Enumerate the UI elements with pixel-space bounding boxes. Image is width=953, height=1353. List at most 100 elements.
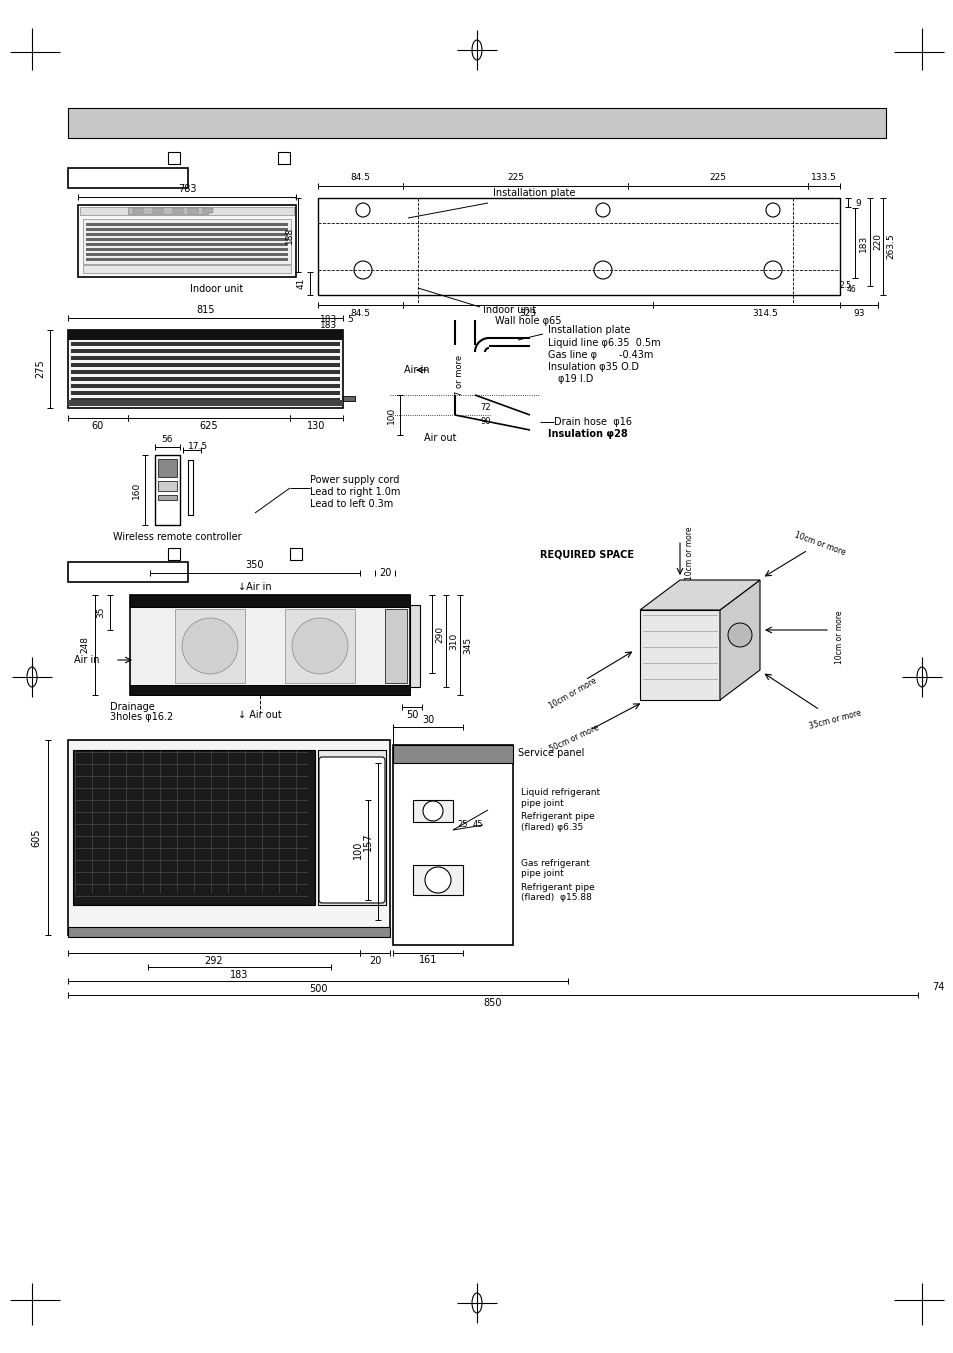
Bar — [152, 208, 163, 212]
Text: 9: 9 — [854, 199, 860, 207]
Text: (flared) φ6.35: (flared) φ6.35 — [520, 824, 582, 832]
Text: 275: 275 — [35, 360, 45, 379]
Text: φ19 I.D: φ19 I.D — [558, 373, 593, 384]
Bar — [73, 750, 314, 905]
Text: 41: 41 — [296, 277, 305, 290]
Bar — [174, 609, 245, 683]
Bar — [68, 561, 188, 582]
Text: Wall hole φ65: Wall hole φ65 — [495, 317, 560, 326]
Bar — [168, 548, 180, 560]
Text: Drainage: Drainage — [110, 702, 154, 712]
Circle shape — [763, 261, 781, 279]
Text: Installation plate: Installation plate — [547, 325, 630, 336]
Text: 345: 345 — [463, 636, 472, 653]
Text: 100: 100 — [386, 406, 395, 423]
Text: ↓ Air out: ↓ Air out — [238, 710, 281, 720]
Text: 93: 93 — [852, 308, 863, 318]
Bar — [317, 198, 840, 295]
Bar — [71, 369, 339, 373]
Bar — [71, 391, 339, 395]
Text: 100: 100 — [353, 840, 363, 859]
Bar — [71, 377, 339, 382]
Bar — [71, 349, 339, 353]
Text: Indoor unit: Indoor unit — [482, 304, 536, 315]
Bar — [83, 265, 291, 273]
Text: Insulation φ35 O.D: Insulation φ35 O.D — [547, 363, 639, 372]
Text: 90: 90 — [480, 418, 491, 426]
Text: 84.5: 84.5 — [350, 308, 370, 318]
Bar — [68, 168, 188, 188]
Bar — [68, 108, 885, 138]
Bar — [413, 800, 453, 823]
Text: 35cm or more: 35cm or more — [807, 709, 862, 731]
Text: 45: 45 — [473, 820, 483, 829]
Text: 225: 225 — [506, 173, 523, 183]
Text: pipe joint: pipe joint — [520, 870, 563, 878]
Text: 310: 310 — [449, 632, 458, 649]
Text: 605: 605 — [30, 828, 41, 847]
Polygon shape — [639, 580, 760, 610]
Bar — [130, 595, 410, 607]
Text: 74: 74 — [931, 982, 943, 992]
Text: Liquid refrigerant: Liquid refrigerant — [520, 789, 599, 797]
Text: 20: 20 — [369, 957, 381, 966]
Text: 500: 500 — [309, 984, 327, 994]
Bar — [86, 229, 288, 231]
Polygon shape — [720, 580, 760, 700]
Bar — [154, 455, 180, 525]
Bar — [83, 219, 291, 264]
Text: 10cm or more: 10cm or more — [547, 675, 598, 710]
Text: 314.5: 314.5 — [752, 308, 778, 318]
Text: Insulation φ28: Insulation φ28 — [547, 429, 627, 438]
Text: Power supply cord: Power supply cord — [310, 475, 399, 484]
Circle shape — [596, 203, 609, 216]
Text: 183: 183 — [319, 321, 337, 330]
Circle shape — [292, 618, 348, 674]
Bar — [385, 609, 407, 683]
Text: Gas refrigerant: Gas refrigerant — [520, 859, 589, 867]
Circle shape — [727, 622, 751, 647]
Bar — [285, 609, 355, 683]
Text: 5: 5 — [347, 314, 353, 323]
Text: Indoor unit: Indoor unit — [191, 284, 243, 294]
Text: 292: 292 — [205, 957, 223, 966]
Text: 35: 35 — [96, 606, 106, 618]
Text: 56: 56 — [162, 436, 173, 445]
Bar — [68, 740, 390, 935]
Text: 10cm or more: 10cm or more — [793, 530, 846, 557]
Bar — [68, 400, 343, 406]
Bar — [86, 258, 288, 261]
Text: 160: 160 — [132, 482, 140, 499]
Text: 72: 72 — [480, 403, 491, 413]
Bar — [158, 482, 177, 491]
Text: 183: 183 — [230, 970, 249, 980]
Bar — [68, 330, 343, 409]
Text: 263.5: 263.5 — [885, 234, 895, 260]
Text: REQUIRED SPACE: REQUIRED SPACE — [539, 551, 634, 560]
Bar — [78, 206, 295, 277]
Text: 220: 220 — [873, 234, 882, 250]
Bar — [343, 396, 355, 400]
Bar — [68, 330, 343, 340]
Text: (flared)  φ15.88: (flared) φ15.88 — [520, 893, 591, 902]
Bar — [71, 384, 339, 388]
Text: 290: 290 — [435, 625, 444, 643]
Bar — [413, 865, 462, 894]
Text: 188: 188 — [284, 226, 294, 244]
Bar — [402, 198, 857, 295]
Bar — [86, 238, 288, 241]
Text: 183: 183 — [858, 234, 866, 252]
Text: Wireless remote controller: Wireless remote controller — [112, 532, 241, 543]
Bar — [290, 548, 302, 560]
Bar — [68, 927, 390, 938]
Text: 84.5: 84.5 — [350, 173, 370, 183]
Text: 850: 850 — [483, 999, 501, 1008]
Text: 50cm or more: 50cm or more — [547, 723, 599, 754]
Bar — [71, 342, 339, 346]
Text: 25: 25 — [457, 820, 468, 829]
Text: Air in: Air in — [404, 365, 430, 375]
Text: Air in: Air in — [74, 655, 100, 666]
Circle shape — [594, 261, 612, 279]
Text: ↓Air in: ↓Air in — [238, 582, 272, 593]
Bar — [203, 208, 213, 212]
